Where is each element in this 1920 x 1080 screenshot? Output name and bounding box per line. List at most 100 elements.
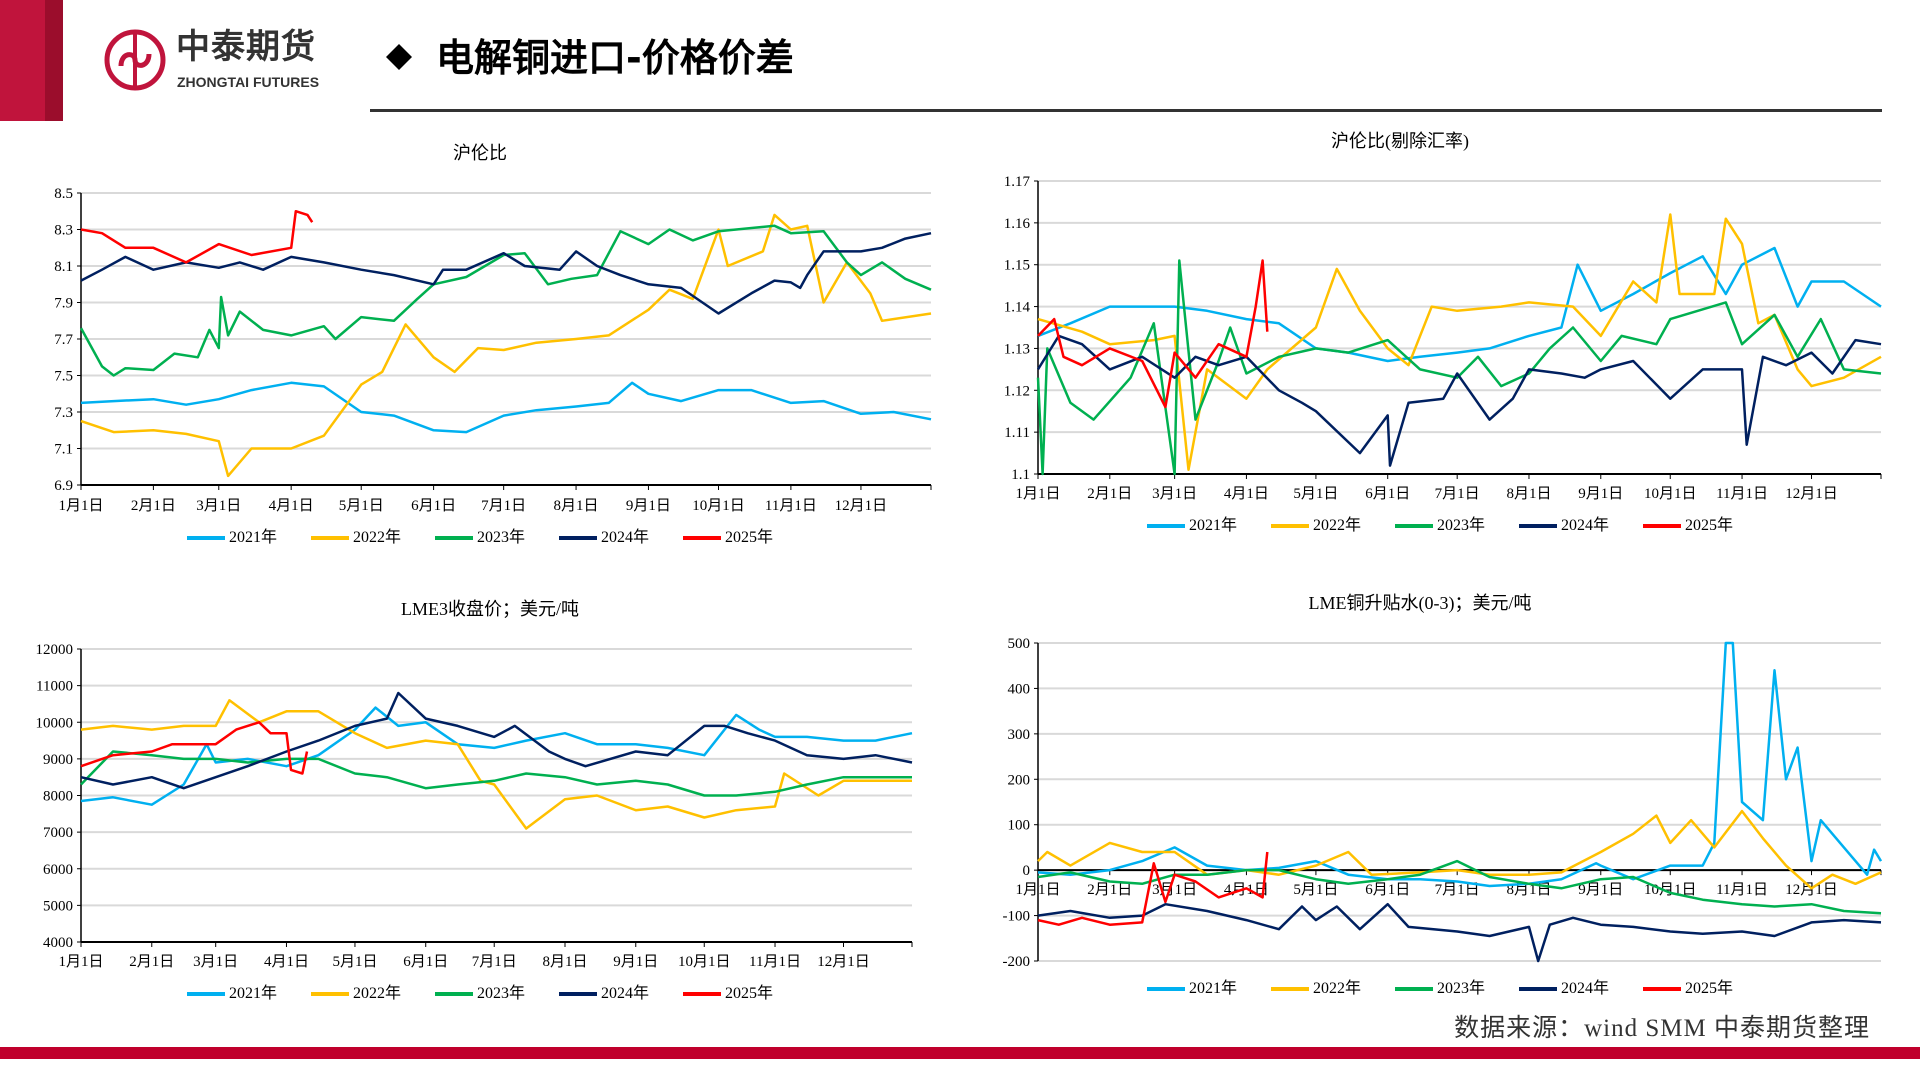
legend-label: 2021年 [1188, 517, 1237, 534]
legend-item: 2022年 [310, 528, 401, 548]
legend-item: 2024年 [559, 984, 649, 1004]
series-line-2024年 [1037, 902, 1882, 963]
legend-label: 2022年 [1312, 980, 1361, 997]
y-tick-label: 1.14 [1004, 300, 1031, 316]
legend-item: 2022年 [310, 984, 401, 1004]
legend-swatch [683, 536, 722, 540]
legend-item: 2025年 [1643, 979, 1733, 999]
x-tick-label: 5月1日 [339, 498, 384, 514]
series-line-2021年 [80, 706, 913, 806]
x-tick-label: 10月1日 [1644, 486, 1697, 502]
data-source-note: 数据来源：wind SMM 中泰期货整理 [1454, 1015, 1870, 1042]
header-divider [370, 109, 1882, 112]
legend-swatch [434, 992, 473, 996]
legend-swatch [683, 992, 722, 996]
legend-item: 2022年 [1270, 516, 1361, 536]
series-line-2025年 [1037, 851, 1269, 926]
x-tick-label: 5月1日 [1293, 882, 1338, 898]
x-tick-label: 12月1日 [835, 498, 888, 514]
legend-label: 2024年 [601, 985, 650, 1002]
x-tick-label: 12月1日 [1785, 882, 1838, 898]
x-tick-label: 7月1日 [1435, 882, 1480, 898]
x-tick-label: 12月1日 [1785, 486, 1838, 502]
y-tick-label: 7.7 [54, 332, 73, 348]
legend-label: 2024年 [1561, 517, 1610, 534]
legend-label: 2024年 [1561, 980, 1610, 997]
y-tick-label: 8.5 [54, 186, 73, 202]
y-tick-label: 6000 [43, 862, 73, 878]
chart-svg: 12000 11000 10000 9000 8000 7000 6000 5000 4000 1… [36, 642, 913, 970]
x-tick-label: 9月1日 [613, 954, 658, 970]
legend-label: 2023年 [1436, 517, 1485, 534]
series-line-2023年 [1036, 259, 1882, 476]
x-tick-label: 3月1日 [193, 954, 238, 970]
series-line-2024年 [80, 231, 932, 315]
y-tick-label: 1.15 [1004, 258, 1030, 274]
legend-label: 2023年 [476, 529, 525, 546]
x-tick-label: 9月1日 [1578, 486, 1623, 502]
legend-swatch [1146, 987, 1185, 991]
series-line-2024年 [1036, 334, 1882, 467]
logo-text-cn: 中泰期货 [176, 27, 316, 67]
series-line-2023年 [79, 224, 932, 377]
series-line-2021年 [1037, 641, 1883, 888]
series-line-2024年 [80, 691, 913, 790]
x-tick-label: 1月1日 [1015, 882, 1060, 898]
series-line-2025年 [80, 721, 309, 775]
legend-item: 2024年 [1519, 516, 1609, 536]
x-tick-label: 2月1日 [1087, 486, 1132, 502]
series-line-2022年 [1037, 213, 1882, 472]
x-tick-label: 6月1日 [1365, 882, 1410, 898]
y-tick-label: 7.5 [54, 369, 73, 385]
legend-item: 2021年 [1146, 979, 1237, 999]
x-tick-label: 2月1日 [1087, 882, 1132, 898]
legend-swatch [1394, 524, 1433, 528]
chart-title: LME铜升贴水(0-3)；美元/吨 [1308, 593, 1532, 613]
y-tick-label: 4000 [43, 935, 73, 951]
legend-label: 2023年 [476, 985, 525, 1002]
series-line-2025年 [80, 209, 314, 264]
legend-label: 2025年 [1685, 980, 1734, 997]
y-tick-label: 1.17 [1004, 174, 1031, 190]
y-tick-label: -100 [1003, 909, 1031, 925]
series-line-2021年 [1037, 246, 1882, 363]
y-tick-label: 6.9 [54, 478, 73, 494]
legend-label: 2021年 [228, 985, 277, 1002]
legend-item: 2021年 [186, 984, 277, 1004]
y-tick-label: -200 [1003, 954, 1031, 970]
x-tick-label: 7月1日 [1435, 486, 1480, 502]
chart-title: 沪伦比(剔除汇率) [1331, 131, 1469, 151]
y-tick-label: 1.11 [1004, 425, 1030, 441]
legend-swatch [310, 992, 349, 996]
x-tick-label: 4月1日 [269, 498, 314, 514]
x-tick-label: 7月1日 [472, 954, 517, 970]
legend-swatch [310, 536, 349, 540]
y-tick-label: 9000 [43, 752, 73, 768]
x-tick-label: 4月1日 [264, 954, 309, 970]
y-tick-label: 10000 [36, 715, 74, 731]
x-tick-label: 6月1日 [1365, 486, 1410, 502]
diamond-bullet-icon [386, 44, 412, 70]
x-tick-label: 11月1日 [1716, 486, 1768, 502]
x-tick-label: 1月1日 [58, 954, 103, 970]
y-tick-label: 1.13 [1004, 341, 1030, 357]
y-tick-label: 1.16 [1004, 216, 1031, 232]
legend-item: 2025年 [1643, 516, 1733, 536]
legend-item: 2023年 [1394, 979, 1485, 999]
y-tick-label: 12000 [36, 642, 74, 658]
y-tick-label: 5000 [43, 898, 73, 914]
legend-label: 2022年 [1312, 517, 1361, 534]
y-tick-label: 300 [1008, 727, 1031, 743]
y-tick-label: 1.12 [1004, 383, 1030, 399]
chart-lme3-close: LME3收盘价；美元/吨 12000 11000 10000 9000 8000 7000… [0, 580, 960, 1020]
y-tick-label: 500 [1008, 636, 1031, 652]
y-tick-label: 7.3 [54, 405, 73, 421]
x-tick-label: 2月1日 [129, 954, 174, 970]
legend-label: 2022年 [352, 985, 401, 1002]
x-tick-label: 11月1日 [749, 954, 801, 970]
x-tick-label: 10月1日 [692, 498, 745, 514]
x-tick-label: 3月1日 [1152, 486, 1197, 502]
legend-item: 2021年 [186, 528, 277, 548]
x-tick-label: 9月1日 [626, 498, 671, 514]
